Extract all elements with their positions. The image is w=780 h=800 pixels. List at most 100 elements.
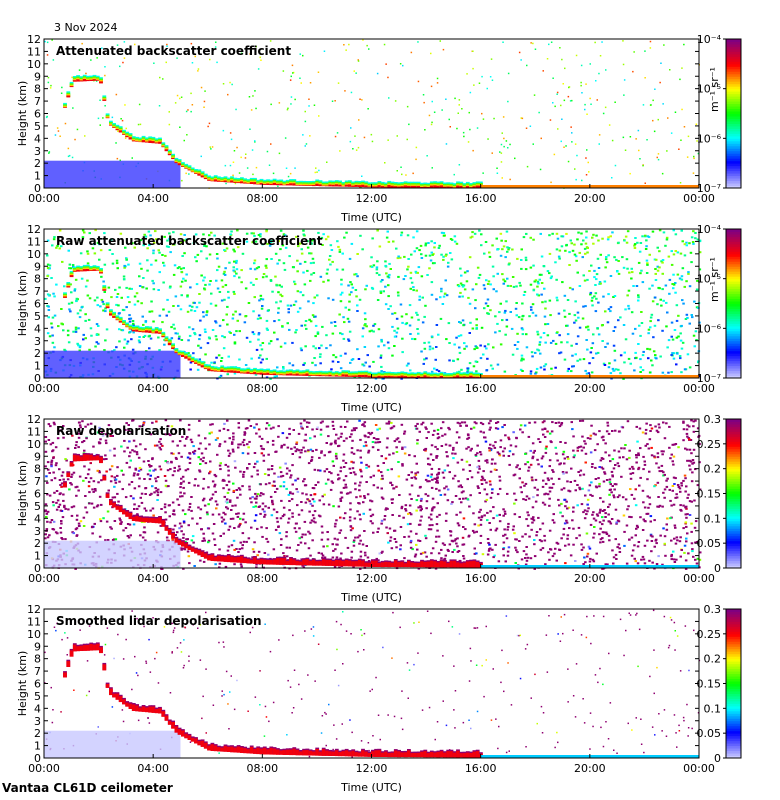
noise-pixel [529,370,533,373]
cloud-pixel [380,376,385,378]
noise-pixel [138,262,142,265]
colorbar-units: m⁻¹ sr⁻¹ [708,257,721,302]
noise-pixel [417,318,420,321]
noise-pixel [695,306,699,309]
noise-pixel [266,329,269,331]
noise-pixel [240,281,243,284]
noise-pixel [558,425,562,428]
noise-pixel [424,129,426,131]
noise-pixel [334,356,338,359]
noise-pixel [55,501,58,504]
noise-pixel [430,52,432,55]
noise-pixel [96,57,98,59]
noise-pixel [489,470,493,473]
noise-pixel [488,480,492,483]
noise-pixel [580,243,583,246]
noise-pixel [416,328,419,330]
cloud-pixel [230,180,234,183]
noise-pixel [672,273,675,276]
noise-pixel [690,314,693,316]
noise-pixel [574,143,577,145]
noise-pixel [122,473,125,476]
noise-pixel [282,481,286,484]
colorbar-swatch [726,241,741,245]
noise-pixel [311,314,315,317]
cloud-pixel [387,375,392,378]
noise-pixel [592,536,595,539]
noise-pixel [690,236,694,239]
cloud-pixel [282,183,287,186]
noise-pixel [646,139,648,141]
noise-pixel [414,477,418,480]
noise-pixel [567,457,570,460]
cloud-pixel [285,184,290,186]
cloud-pixel [289,183,293,186]
noise-pixel [687,493,690,496]
noise-pixel [684,318,688,320]
noise-pixel [123,346,126,349]
y-tick-label: 9 [34,70,41,83]
noise-pixel [143,520,146,523]
noise-pixel [479,453,483,456]
noise-pixel [86,294,90,297]
noise-pixel [407,265,410,268]
noise-pixel [156,494,160,497]
cloud-pixel [367,374,372,378]
noise-pixel [239,517,242,520]
noise-pixel [156,491,160,494]
noise-pixel [251,331,255,334]
cloud-pixel [256,371,261,375]
noise-pixel [435,455,439,457]
noise-pixel [281,325,284,328]
noise-pixel [261,342,265,344]
noise-pixel [616,546,619,549]
noise-pixel [342,337,346,340]
noise-pixel [686,459,689,462]
noise-pixel [199,508,203,511]
noise-pixel [617,260,620,262]
noise-pixel [301,294,305,297]
noise-pixel [215,41,217,43]
noise-pixel [63,348,66,351]
noise-pixel [44,40,46,43]
noise-pixel [203,241,207,244]
cloud-pixel [433,185,437,188]
noise-pixel [387,76,389,79]
noise-pixel [601,457,605,460]
noise-pixel [45,528,49,531]
noise-pixel [362,364,366,367]
noise-pixel [99,99,101,101]
noise-pixel [553,521,556,524]
noise-pixel [417,80,420,83]
noise-pixel [361,335,364,338]
noise-pixel [158,349,161,352]
noise-pixel [538,441,542,443]
noise-pixel [416,271,419,274]
noise-pixel [119,519,122,522]
noise-pixel [108,249,112,251]
cloud-pixel [190,359,195,362]
noise-pixel [393,335,397,338]
noise-pixel [172,528,175,531]
cloud-pixel [164,149,169,152]
noise-pixel [96,296,99,299]
noise-pixel [327,503,331,506]
noise-pixel [550,181,552,184]
noise-pixel [265,319,269,322]
cloud-pixel [128,327,133,330]
noise-pixel [667,371,670,374]
noise-pixel [115,259,119,262]
cloud-pixel [276,373,280,375]
noise-pixel [226,373,229,376]
noise-pixel [578,251,581,254]
noise-pixel [571,288,574,291]
noise-pixel [271,503,275,506]
noise-pixel [252,95,254,97]
noise-pixel [202,311,205,314]
noise-pixel [491,244,494,247]
noise-pixel [654,88,656,90]
noise-pixel [53,477,57,480]
colorbar-swatch [726,39,741,42]
noise-pixel [191,305,194,308]
cloud-pixel [105,306,110,309]
